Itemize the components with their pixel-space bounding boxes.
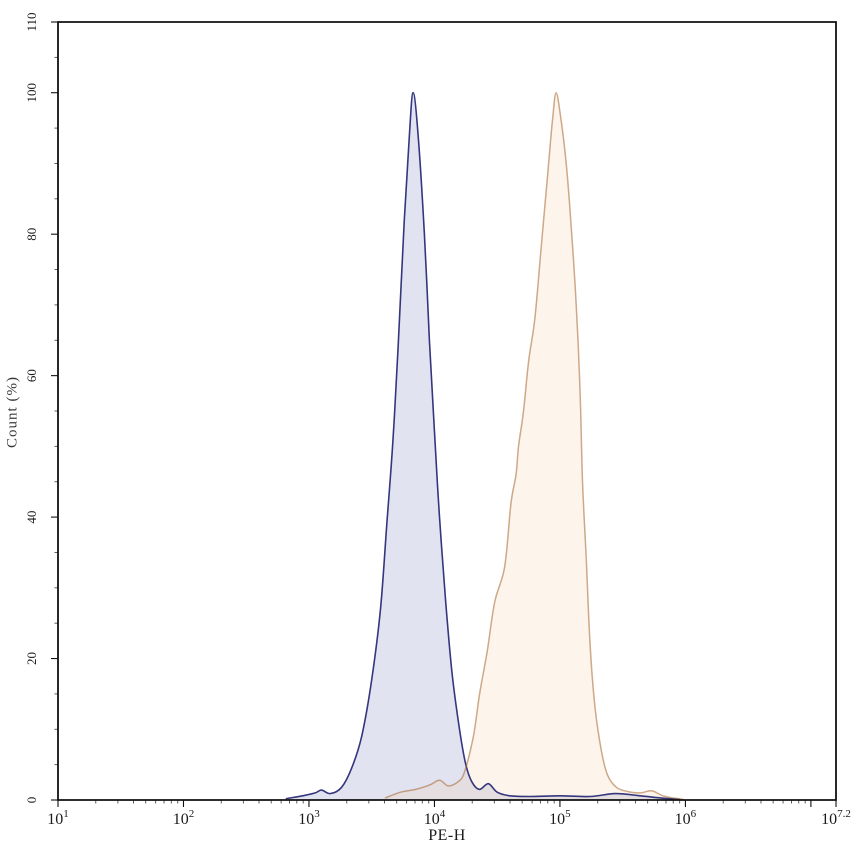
x-axis-title: PE-H	[428, 827, 466, 844]
y-axis-title: Count (%)	[4, 376, 21, 448]
y-tick-label: 60	[24, 369, 39, 382]
y-tick-label: 100	[24, 83, 39, 103]
axis-ticks	[51, 21, 837, 807]
y-tick-label: 110	[24, 12, 39, 31]
x-tick-label: 105	[549, 808, 571, 828]
y-tick-label: 0	[24, 797, 39, 804]
blue-histogram-curve	[285, 91, 680, 801]
x-tick-label: 103	[298, 808, 320, 828]
y-tick-label: 80	[24, 228, 39, 241]
x-tick-label: 104	[424, 808, 446, 828]
y-tick-label: 40	[24, 511, 39, 524]
axis-tick-labels: 0 20 40 60 80 100 110 101 102 103 104 105 106 107.2	[24, 12, 851, 828]
x-tick-label: 102	[173, 808, 195, 828]
orange-histogram-fill	[385, 92, 683, 800]
x-tick-label: 107.2	[821, 808, 851, 828]
y-tick-label: 20	[24, 652, 39, 665]
x-tick-label: 106	[675, 808, 697, 828]
x-tick-label: 101	[47, 808, 69, 828]
blue-histogram-fill	[286, 92, 680, 800]
orange-histogram-curve	[384, 91, 684, 801]
